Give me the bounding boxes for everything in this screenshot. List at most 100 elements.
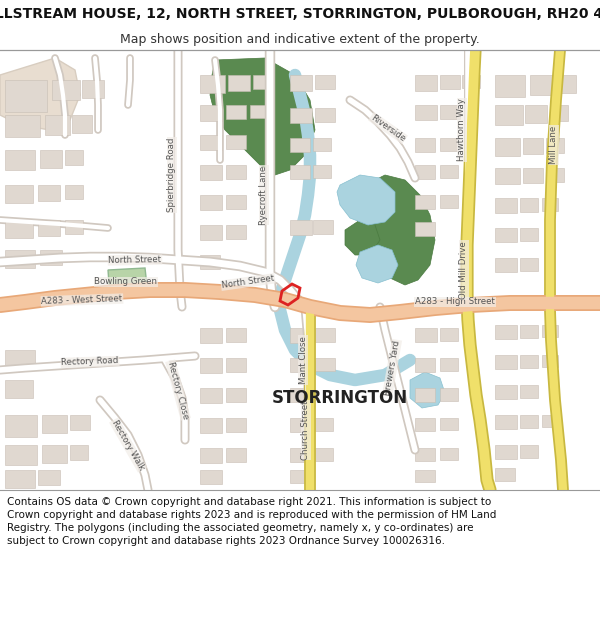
- Bar: [290, 220, 312, 235]
- Bar: [45, 115, 70, 135]
- Bar: [226, 328, 246, 342]
- Bar: [415, 388, 435, 402]
- Bar: [542, 355, 558, 367]
- Bar: [65, 220, 83, 234]
- Bar: [315, 358, 335, 371]
- Bar: [495, 468, 515, 481]
- Text: MILLSTREAM HOUSE, 12, NORTH STREET, STORRINGTON, PULBOROUGH, RH20 4NZ: MILLSTREAM HOUSE, 12, NORTH STREET, STOR…: [0, 7, 600, 21]
- Bar: [546, 138, 564, 153]
- Bar: [520, 445, 538, 458]
- Bar: [200, 358, 222, 373]
- Bar: [5, 185, 33, 203]
- Bar: [200, 255, 220, 269]
- Bar: [525, 105, 547, 123]
- Bar: [520, 258, 538, 271]
- Bar: [440, 328, 458, 341]
- Bar: [440, 165, 458, 178]
- Bar: [5, 115, 40, 137]
- Bar: [226, 448, 246, 462]
- Bar: [226, 195, 246, 209]
- Bar: [520, 325, 538, 338]
- Bar: [520, 385, 538, 398]
- Bar: [38, 470, 60, 485]
- Bar: [5, 150, 35, 170]
- Text: Mant Close: Mant Close: [299, 336, 308, 384]
- Text: A283 - West Street: A283 - West Street: [41, 294, 123, 306]
- Text: Brewers Yard: Brewers Yard: [383, 339, 401, 396]
- Text: Mill Lane: Mill Lane: [550, 126, 559, 164]
- Bar: [5, 415, 37, 437]
- Bar: [70, 415, 90, 430]
- Bar: [520, 415, 538, 428]
- Bar: [440, 138, 458, 151]
- Bar: [495, 355, 517, 369]
- Bar: [200, 195, 222, 210]
- Bar: [52, 80, 80, 100]
- Bar: [520, 198, 538, 212]
- Bar: [65, 150, 83, 165]
- Bar: [228, 75, 250, 91]
- Bar: [70, 445, 88, 460]
- Bar: [440, 105, 460, 119]
- Bar: [440, 418, 458, 430]
- Polygon shape: [0, 58, 80, 130]
- Bar: [40, 150, 62, 168]
- Polygon shape: [337, 175, 395, 225]
- Text: STORRINGTON: STORRINGTON: [272, 389, 408, 407]
- Bar: [313, 165, 331, 178]
- Bar: [415, 105, 437, 120]
- Bar: [520, 228, 538, 241]
- Bar: [226, 135, 246, 149]
- Bar: [290, 328, 312, 343]
- Bar: [5, 380, 33, 398]
- Bar: [226, 225, 246, 239]
- Bar: [5, 470, 35, 488]
- Bar: [495, 415, 517, 429]
- Bar: [542, 325, 558, 337]
- Bar: [253, 75, 271, 89]
- Bar: [290, 388, 312, 402]
- Bar: [226, 388, 246, 402]
- Bar: [200, 75, 225, 93]
- Bar: [5, 80, 47, 112]
- Text: Bowling Green: Bowling Green: [95, 278, 157, 286]
- Bar: [558, 75, 576, 93]
- Bar: [5, 220, 33, 238]
- Bar: [440, 195, 458, 208]
- Bar: [495, 105, 523, 125]
- Bar: [415, 328, 437, 342]
- Bar: [315, 328, 335, 342]
- Text: Contains OS data © Crown copyright and database right 2021. This information is : Contains OS data © Crown copyright and d…: [7, 497, 497, 546]
- Text: Spierbridge Road: Spierbridge Road: [167, 138, 176, 212]
- Bar: [495, 228, 517, 242]
- Bar: [5, 250, 35, 268]
- Polygon shape: [345, 220, 380, 255]
- Bar: [495, 385, 517, 399]
- Bar: [415, 165, 435, 179]
- Bar: [523, 138, 543, 154]
- Bar: [542, 415, 558, 427]
- Text: Ryecroft Lane: Ryecroft Lane: [260, 166, 269, 224]
- Bar: [65, 185, 83, 199]
- Bar: [200, 470, 222, 484]
- Bar: [313, 138, 331, 151]
- Text: A283 - High Street: A283 - High Street: [415, 298, 495, 306]
- Bar: [40, 250, 62, 265]
- Text: Church Street: Church Street: [302, 400, 311, 460]
- Text: Rectory Road: Rectory Road: [61, 356, 119, 367]
- Bar: [38, 185, 60, 201]
- Bar: [200, 135, 222, 150]
- Bar: [290, 138, 310, 152]
- Polygon shape: [108, 268, 148, 297]
- Bar: [200, 225, 222, 240]
- Bar: [542, 198, 558, 211]
- Bar: [226, 165, 246, 179]
- Text: Rectory Walk: Rectory Walk: [110, 418, 146, 472]
- Bar: [290, 165, 310, 179]
- Text: North Street: North Street: [221, 274, 275, 290]
- Bar: [200, 165, 222, 180]
- Bar: [415, 195, 435, 209]
- Bar: [495, 138, 520, 156]
- Bar: [82, 80, 104, 98]
- Bar: [550, 105, 568, 121]
